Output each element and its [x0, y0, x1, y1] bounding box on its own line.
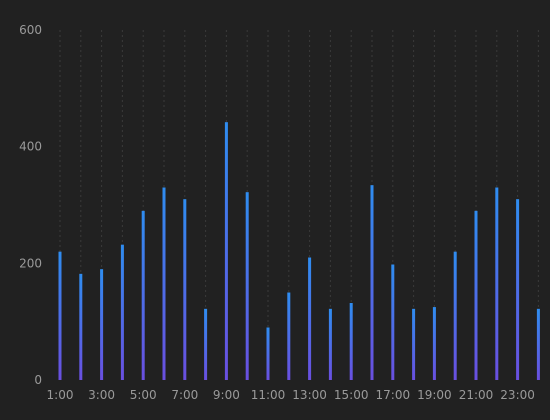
bar-22-00[interactable]: [495, 187, 499, 381]
bar-5-00[interactable]: [141, 210, 145, 380]
bar-2-00[interactable]: [79, 273, 83, 380]
x-tick-label: 23:00: [500, 388, 535, 402]
bar-19-00[interactable]: [432, 307, 436, 380]
x-tick-label: 3:00: [88, 388, 115, 402]
bar-15-00[interactable]: [349, 303, 353, 380]
bar-7-00[interactable]: [183, 199, 187, 380]
bar-1-00[interactable]: [58, 251, 62, 380]
bar-20-00[interactable]: [453, 251, 457, 380]
x-tick-label: 21:00: [459, 388, 494, 402]
x-tick-label: 1:00: [47, 388, 74, 402]
x-tick-label: 13:00: [292, 388, 327, 402]
bar-13-00[interactable]: [308, 257, 312, 381]
x-tick-label: 15:00: [334, 388, 369, 402]
bar-3-00[interactable]: [100, 269, 104, 380]
x-tick-label: 17:00: [376, 388, 411, 402]
x-tick-label: 5:00: [130, 388, 157, 402]
bar-14-00[interactable]: [328, 308, 332, 380]
grid: [59, 30, 539, 380]
bar-6-00[interactable]: [162, 187, 166, 381]
y-tick-label: 200: [19, 256, 42, 270]
x-tick-label: 9:00: [213, 388, 240, 402]
y-tick-label: 400: [19, 140, 42, 154]
y-tick-label: 0: [34, 373, 42, 387]
x-tick-label: 7:00: [171, 388, 198, 402]
bar-17-00[interactable]: [391, 264, 395, 381]
bar-12-00[interactable]: [287, 292, 291, 381]
bar-8-00[interactable]: [204, 308, 208, 380]
y-tick-label: 600: [19, 23, 42, 37]
bar-16-00[interactable]: [370, 185, 374, 380]
x-axis: 1:00 3:00 5:00 7:00 9:00 11:00 13:00 15:00 17:00…: [47, 388, 535, 402]
bar-21-00[interactable]: [474, 210, 478, 380]
bar-10-00[interactable]: [245, 192, 249, 380]
y-axis: 0 200 400 600: [19, 23, 42, 387]
bar-11-00[interactable]: [266, 327, 270, 381]
bar-24-00[interactable]: [536, 308, 540, 380]
x-tick-label: 11:00: [251, 388, 286, 402]
bar-9-00[interactable]: [224, 122, 228, 381]
bar-4-00[interactable]: [120, 244, 124, 380]
bars: [58, 122, 540, 381]
bar-18-00[interactable]: [412, 308, 416, 380]
bar-23-00[interactable]: [516, 199, 520, 380]
x-tick-label: 19:00: [417, 388, 452, 402]
